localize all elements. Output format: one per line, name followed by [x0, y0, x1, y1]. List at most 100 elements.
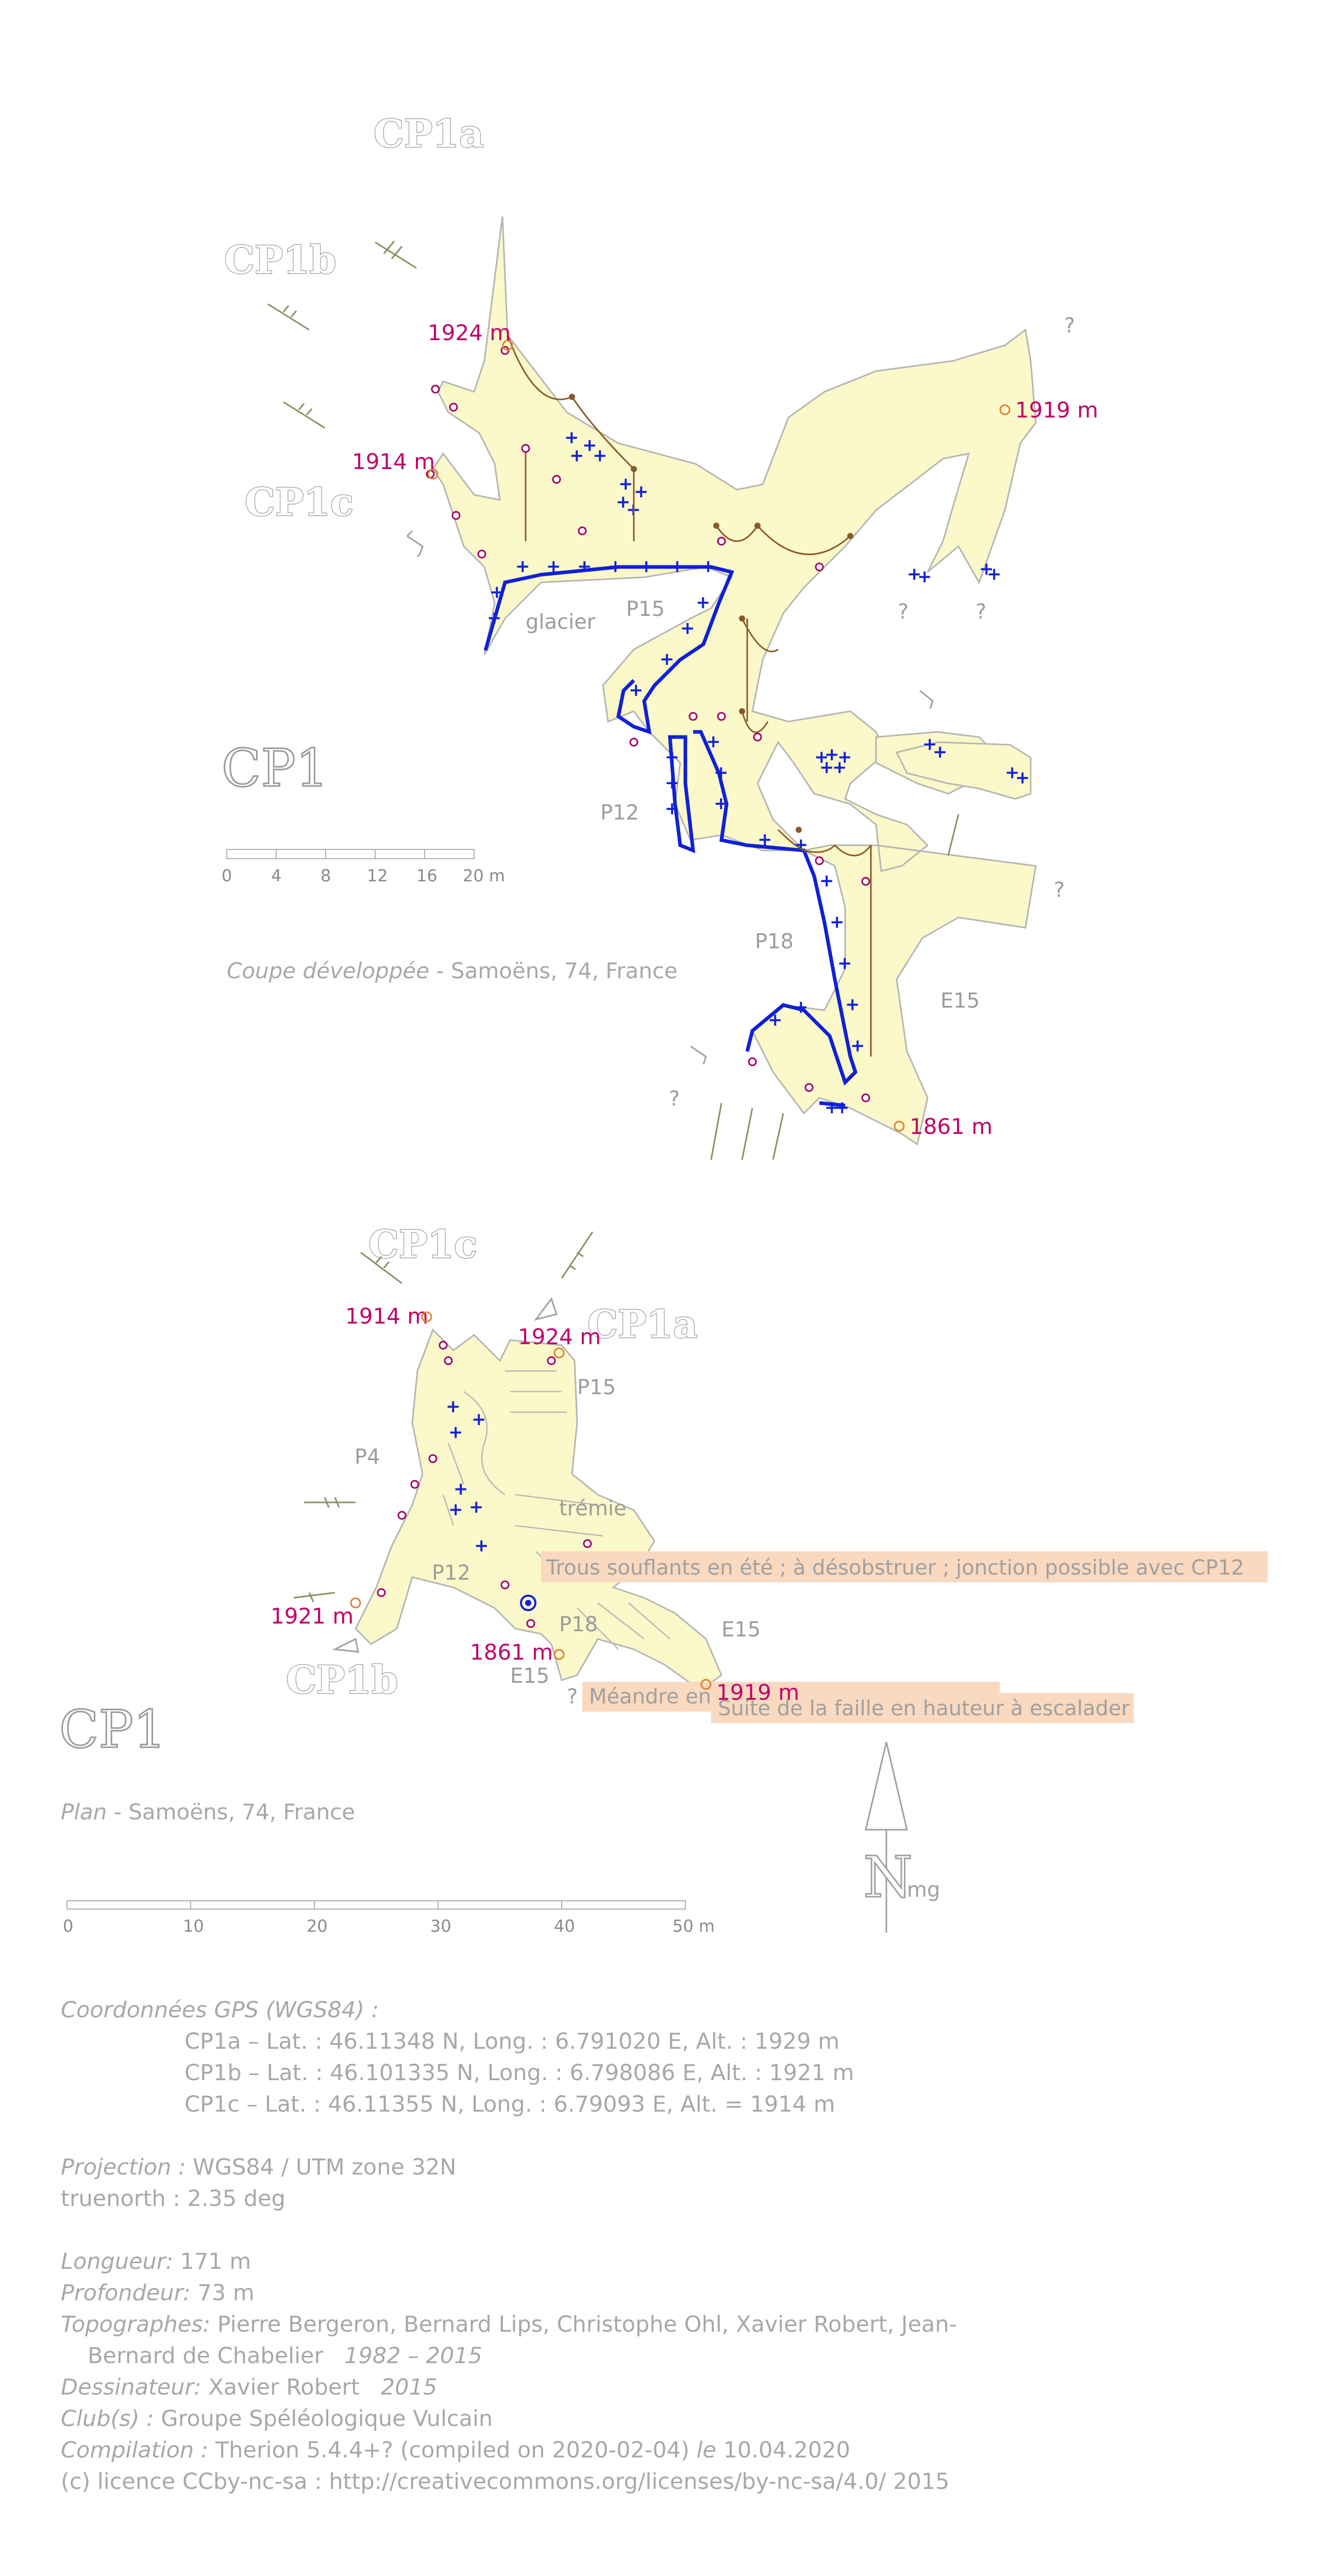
plan-label-p18: P18	[559, 1613, 598, 1636]
svg-text:+: +	[819, 757, 834, 778]
svg-text:+: +	[832, 757, 847, 778]
glacier-outline	[483, 565, 734, 735]
cave-passage-section	[432, 216, 1037, 1146]
altitude-label-1924: 1924 m	[428, 320, 511, 345]
svg-text:+: +	[845, 994, 860, 1015]
plan-entrance-label-cp1b: CP1b	[286, 1658, 398, 1702]
svg-text:+: +	[448, 1499, 463, 1520]
svg-text:N: N	[863, 1844, 913, 1910]
svg-text:?: ?	[1064, 314, 1075, 338]
svg-text:+: +	[665, 798, 680, 819]
plan-caption: Plan - Samoëns, 74, France	[61, 1799, 355, 1825]
note-faille: Suite de la faille en hauteur à escalade…	[718, 1697, 1130, 1720]
svg-text:40: 40	[554, 1916, 575, 1936]
svg-text:+: +	[634, 481, 649, 502]
plan-entrance-markers	[350, 1311, 712, 1690]
entrance-marker-1861	[894, 1120, 905, 1132]
dessinateur-line: Dessinateur: Xavier Robert 2015	[61, 2374, 438, 2400]
svg-text:+: +	[825, 1097, 839, 1118]
svg-text:50 m: 50 m	[672, 1916, 715, 1936]
section-title: CP1	[222, 738, 328, 798]
label-p15: P15	[626, 597, 665, 621]
svg-text:10: 10	[183, 1916, 204, 1936]
svg-text:+: +	[933, 742, 948, 762]
plan-title: CP1	[59, 1699, 166, 1760]
svg-text:+: +	[706, 731, 721, 752]
plan-altitude-1861: 1861 m	[470, 1640, 553, 1665]
svg-text:+: +	[794, 997, 809, 1017]
plan-stations	[377, 1341, 592, 1628]
label-e15: E15	[940, 989, 980, 1013]
plan-altitude-1919: 1919 m	[716, 1680, 799, 1705]
svg-text:+: +	[474, 1535, 489, 1556]
svg-text:+: +	[835, 1097, 850, 1118]
svg-text:+: +	[696, 592, 711, 613]
svg-text:+: +	[448, 1422, 463, 1443]
north-arrow: N mg	[863, 1742, 940, 1933]
svg-text:+: +	[979, 559, 994, 579]
surface-tree-icons	[267, 241, 960, 1160]
licence-line: (c) licence CCby-nc-sa : http://creative…	[61, 2469, 950, 2495]
svg-text:+: +	[608, 556, 623, 577]
plan-view: CP1c CP1a CP1b +++ +++ + Trous sou	[59, 1222, 1268, 1936]
svg-text:+: +	[487, 608, 502, 628]
svg-text:+: +	[814, 747, 829, 767]
svg-text:+: +	[515, 556, 530, 577]
svg-text:+: +	[701, 556, 716, 577]
gps-cp1b: CP1b – Lat. : 46.101335 N, Long. : 6.798…	[184, 2060, 854, 2086]
clubs-line: Club(s) : Groupe Spéléologique Vulcain	[61, 2406, 493, 2432]
topographes-line-2: Bernard de Chabelier 1982 – 2015	[88, 2343, 482, 2369]
cave-passage-plan	[355, 1328, 722, 1692]
svg-text:+: +	[639, 556, 654, 577]
svg-text:?: ?	[898, 600, 909, 624]
svg-text:mg: mg	[907, 1878, 940, 1902]
svg-text:+: +	[453, 1479, 468, 1499]
svg-text:20: 20	[307, 1916, 328, 1936]
altitude-label-1919: 1919 m	[1015, 397, 1098, 423]
svg-text:?: ?	[975, 600, 986, 624]
svg-text:+: +	[758, 829, 772, 850]
svg-text:+: +	[546, 556, 561, 577]
plan-label-e15: E15	[721, 1618, 761, 1642]
label-p12: P12	[600, 801, 639, 825]
svg-text:+: +	[469, 1497, 484, 1517]
entrance-marker-1914	[427, 469, 439, 480]
ice-floor	[819, 1101, 846, 1108]
entrance-label-cp1a: CP1a	[374, 112, 484, 156]
svg-text:20 m: 20 m	[463, 866, 505, 885]
svg-text:+: +	[837, 747, 852, 767]
cave-passage-right	[895, 741, 1032, 800]
altitude-label-1914: 1914 m	[352, 449, 435, 474]
svg-text:0: 0	[222, 866, 232, 885]
svg-text:12: 12	[367, 866, 388, 885]
entrance-marker-1924	[502, 340, 513, 351]
svg-text:+: +	[917, 566, 932, 587]
svg-text:+: +	[472, 1409, 486, 1430]
svg-text:+: +	[670, 556, 685, 577]
svg-text:+: +	[907, 564, 922, 584]
svg-text:+: +	[1015, 767, 1030, 788]
topographes-line: Topographes: Pierre Bergeron, Bernard Li…	[61, 2312, 957, 2337]
label-glacier: glacier	[526, 610, 596, 634]
plan-entrance-label-cp1a: CP1a	[587, 1302, 698, 1347]
note-meandre: Méandre en	[589, 1685, 711, 1709]
svg-text:+: +	[830, 912, 845, 932]
entrance-label-cp1b: CP1b	[224, 238, 337, 282]
altitude-label-1861: 1861 m	[910, 1114, 992, 1139]
gps-cp1c: CP1c – Lat. : 46.11355 N, Long. : 6.7909…	[184, 2092, 835, 2117]
svg-text:+: +	[616, 492, 631, 512]
svg-text:+: +	[564, 427, 579, 448]
plan-question-mark: ?	[567, 1685, 578, 1709]
plan-label-tremie: trémie	[559, 1497, 627, 1520]
svg-text:+: +	[680, 618, 695, 639]
plan-plus-markers: +++ +++ +	[446, 1396, 489, 1556]
unknown-continuation-marks: ? ? ? ? ?	[669, 314, 1075, 1111]
note-faille-box	[711, 1693, 1134, 1723]
plan-label-e15b: E15	[510, 1664, 549, 1688]
svg-text:0: 0	[63, 1916, 73, 1936]
plan-blue-station	[520, 1595, 536, 1611]
info-block: Coordonnées GPS (WGS84) : CP1a – Lat. : …	[61, 1995, 957, 2498]
plan-label-p12: P12	[432, 1561, 470, 1585]
svg-text:+: +	[665, 747, 680, 767]
